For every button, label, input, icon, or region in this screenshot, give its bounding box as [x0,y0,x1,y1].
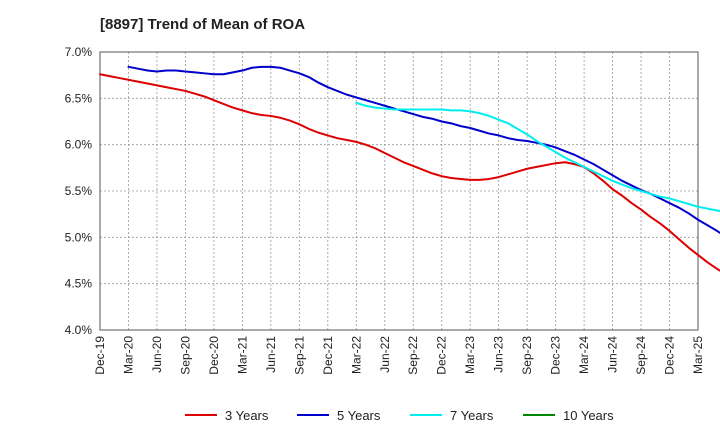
x-tick-label: Mar-23 [463,336,477,374]
x-tick-label: Mar-21 [235,336,249,374]
plot-frame [99,51,699,331]
x-tick-label: Jun-22 [378,336,392,373]
y-tick-label: 4.5% [65,277,93,291]
x-tick-label: Mar-24 [577,336,591,374]
y-tick-label: 6.5% [65,91,93,105]
y-tick-label: 6.0% [65,138,93,152]
legend: 3 Years 5 Years 7 Years 10 Years [185,408,614,423]
legend-label-10-years: 10 Years [563,408,614,423]
x-tick-label: Sep-20 [178,336,192,375]
series-line-7-years [355,101,720,213]
x-tick-label: Dec-20 [207,336,221,375]
x-axis-ticks: Dec-19 Mar-20 Jun-20 Sep-20 Dec-20 Mar-21 Jun-… [93,336,705,375]
x-tick-label: Sep-23 [520,336,534,375]
x-tick-label: Jun-24 [606,336,620,373]
x-tick-label: Mar-25 [691,336,705,374]
x-tick-label: Mar-20 [121,336,135,374]
x-tick-label: Dec-21 [321,336,335,375]
x-tick-label: Jun-20 [150,336,164,373]
legend-label-5-years: 5 Years [337,408,381,423]
x-tick-label: Jun-23 [492,336,506,373]
x-tick-label: Dec-23 [549,336,563,375]
y-tick-label: 5.5% [65,184,93,198]
plot-area [99,51,699,331]
chart-title: [8897] Trend of Mean of ROA [100,16,305,33]
legend-label-7-years: 7 Years [450,408,494,423]
x-tick-label: Dec-24 [663,336,677,375]
series-lines [99,65,720,272]
x-tick-label: Jun-21 [264,336,278,373]
x-tick-label: Dec-22 [435,336,449,375]
x-tick-label: Mar-22 [349,336,363,374]
x-tick-label: Sep-21 [292,336,306,375]
x-tick-label: Sep-22 [406,336,420,375]
x-tick-label: Sep-24 [634,336,648,375]
series-line-5-years [127,65,720,235]
legend-label-3-years: 3 Years [225,408,269,423]
series-line-3-years [99,73,720,272]
y-tick-label: 7.0% [65,45,93,59]
y-tick-label: 5.0% [65,230,93,244]
y-axis-ticks: 4.0% 4.5% 5.0% 5.5% 6.0% 6.5% 7.0% [65,45,93,337]
y-tick-label: 4.0% [65,323,93,337]
x-tick-label: Dec-19 [93,336,107,375]
